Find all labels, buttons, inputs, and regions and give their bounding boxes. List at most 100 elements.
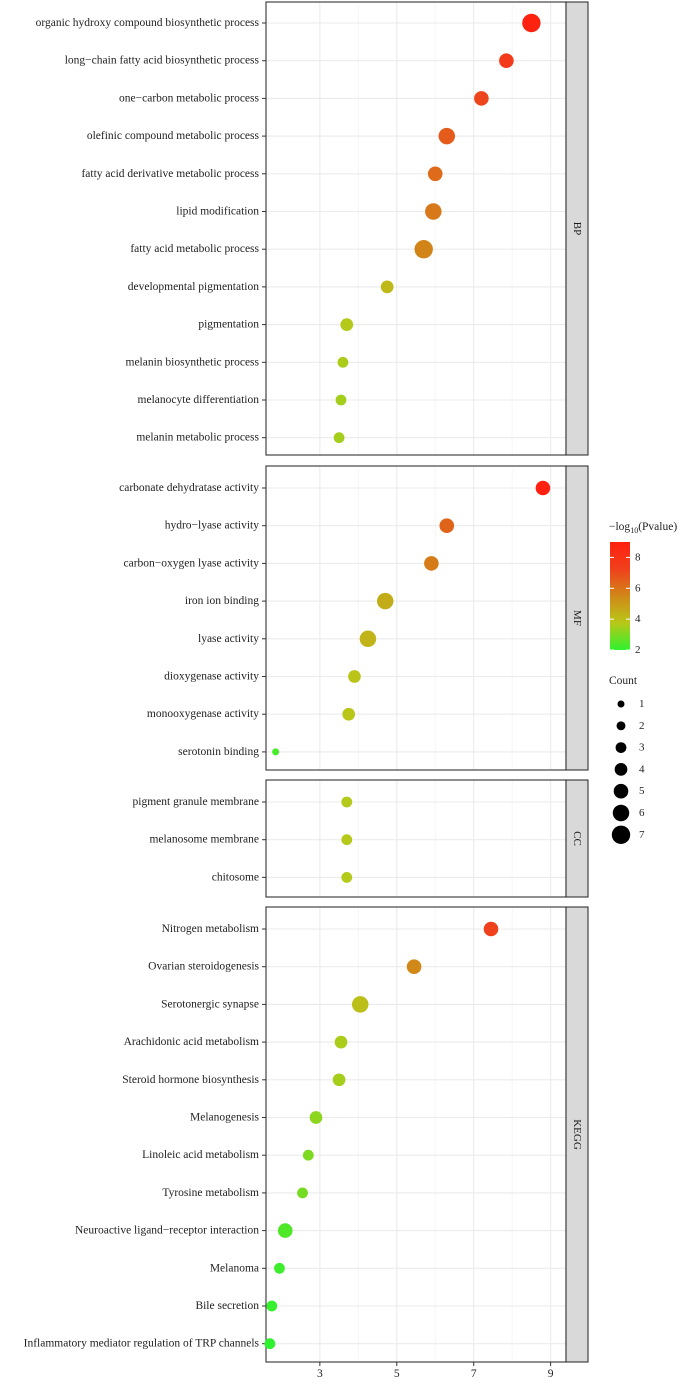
term-label: Inflammatory mediator regulation of TRP … [24, 1338, 260, 1350]
term-label: lipid modification [176, 206, 259, 218]
data-point [439, 518, 455, 533]
data-point [332, 1073, 346, 1087]
color-bar-tick-label: 6 [635, 582, 641, 594]
data-point [376, 592, 394, 610]
term-label: monooxygenase activity [147, 708, 259, 720]
size-legend-dot [615, 742, 627, 753]
term-label: Ovarian steroidogenesis [148, 961, 259, 973]
size-legend-dot [614, 763, 628, 776]
panel-strip-label: MF [571, 610, 583, 626]
data-point [274, 1262, 285, 1274]
panel-strip [565, 1, 589, 456]
term-label: lyase activity [198, 633, 259, 645]
data-point [341, 834, 353, 846]
data-point [406, 959, 422, 974]
size-legend-label: 2 [639, 720, 645, 732]
data-point [351, 996, 369, 1013]
panel-mf: MF carbonate dehydratase activity hydro−ly… [119, 465, 589, 771]
term-label: Melanoma [210, 1262, 259, 1274]
data-point [272, 748, 280, 756]
data-point [522, 13, 541, 33]
term-label: serotonin binding [178, 746, 259, 758]
panel-background [266, 2, 566, 455]
data-point [341, 796, 353, 808]
data-point [334, 1035, 348, 1049]
color-legend: −log10(Pvalue) 2 4 6 8 [609, 521, 677, 656]
term-label: melanin biosynthetic process [126, 356, 260, 368]
term-label: melanin metabolic process [136, 432, 259, 444]
size-legend-label: 5 [639, 785, 645, 797]
panel-strip [565, 465, 589, 771]
data-point [414, 240, 433, 259]
size-legend-title: Count [609, 675, 638, 687]
data-point [380, 280, 394, 294]
data-point [335, 394, 347, 406]
data-point [424, 556, 439, 571]
data-point [348, 670, 361, 683]
data-point [425, 203, 442, 220]
data-point [341, 872, 353, 883]
size-legend-label: 4 [639, 763, 645, 775]
data-point [474, 91, 489, 106]
term-label: iron ion binding [185, 595, 259, 607]
term-label: melanosome membrane [149, 834, 259, 846]
panel-strip [565, 906, 589, 1363]
term-label: fatty acid derivative metabolic process [81, 168, 259, 180]
size-legend-label: 3 [639, 742, 645, 754]
data-point [266, 1300, 278, 1312]
panel-background [266, 466, 566, 770]
color-bar-tick-label: 4 [635, 613, 641, 625]
term-label: Nitrogen metabolism [162, 923, 259, 935]
panel-strip-label: CC [571, 831, 583, 846]
term-label: developmental pigmentation [128, 281, 260, 293]
x-tick-label: 7 [471, 1368, 477, 1380]
term-label: hydro−lyase activity [165, 520, 260, 532]
term-label: carbon−oxygen lyase activity [124, 557, 260, 569]
size-legend-dot [613, 783, 629, 799]
panel-kegg: KEGG Nitrogen metabolism Ovarian steroidog… [24, 906, 589, 1363]
panel-background [266, 780, 566, 897]
size-legend-dot [611, 825, 631, 844]
data-point [337, 356, 349, 368]
panel-strip-label: BP [571, 222, 583, 235]
data-point [342, 707, 356, 721]
color-bar-tick-label: 2 [635, 644, 641, 656]
term-label: fatty acid metabolic process [130, 243, 259, 255]
term-label: olefinic compound metabolic process [87, 130, 260, 142]
data-point [340, 318, 354, 331]
panel-cc: CC pigment granule membrane melanosome mem… [133, 779, 589, 898]
color-bar [610, 542, 630, 650]
term-label: dioxygenase activity [164, 671, 259, 683]
color-bar-tick-label: 8 [635, 551, 641, 563]
data-point [499, 53, 514, 68]
data-point [483, 921, 499, 937]
data-point [297, 1187, 308, 1199]
data-point [438, 127, 456, 145]
term-label: pigmentation [198, 319, 259, 331]
panel-bp: BP organic hydroxy compound biosynthetic … [36, 1, 589, 456]
x-tick-label: 9 [548, 1368, 554, 1380]
term-label: Neuroactive ligand−receptor interaction [75, 1225, 259, 1237]
data-point [264, 1338, 276, 1350]
size-legend-label: 1 [639, 698, 645, 710]
x-tick-label: 3 [317, 1368, 323, 1380]
term-label: chitosome [212, 871, 259, 883]
term-label: Steroid hormone biosynthesis [122, 1074, 259, 1086]
data-point [309, 1111, 323, 1124]
data-point [427, 166, 443, 182]
term-label: Melanogenesis [190, 1112, 260, 1124]
size-legend-label: 7 [639, 829, 645, 841]
term-label: organic hydroxy compound biosynthetic pr… [36, 17, 260, 29]
size-legend-dot [617, 700, 625, 708]
term-label: one−carbon metabolic process [119, 92, 259, 104]
term-label: pigment granule membrane [133, 796, 259, 808]
term-label: Serotonergic synapse [161, 998, 259, 1010]
term-label: Tyrosine metabolism [162, 1187, 259, 1199]
term-label: carbonate dehydratase activity [119, 482, 259, 494]
x-tick-label: 5 [394, 1368, 400, 1380]
term-label: Linoleic acid metabolism [142, 1149, 259, 1161]
panel-strip [565, 779, 589, 898]
